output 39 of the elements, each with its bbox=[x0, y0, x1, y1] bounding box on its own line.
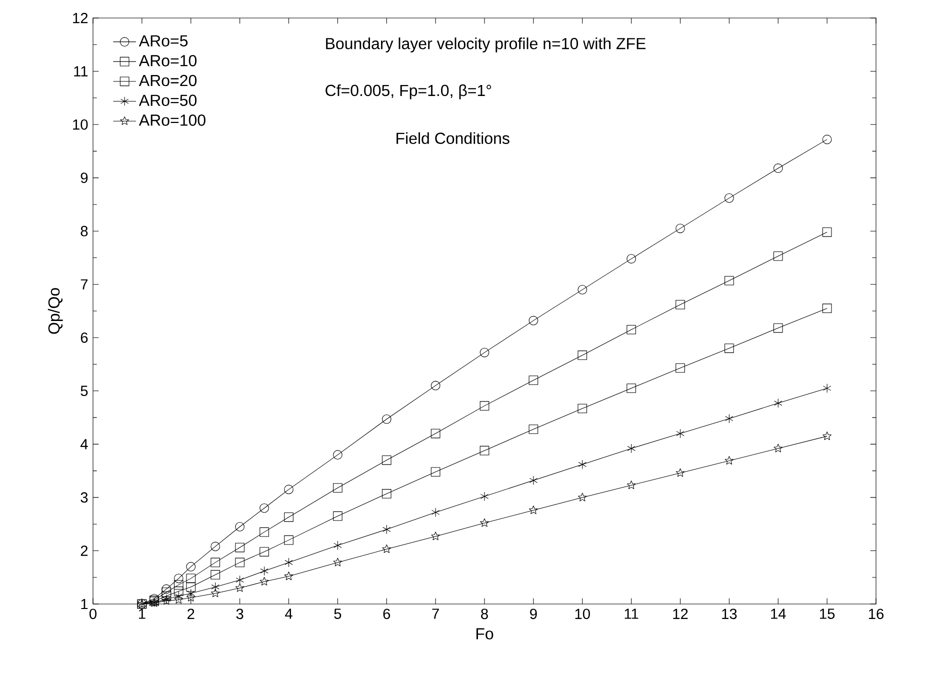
x-tick-label: 9 bbox=[530, 608, 537, 620]
y-tick-label: 11 bbox=[74, 66, 88, 76]
x-tick-label: 1 bbox=[138, 608, 146, 619]
x-tick-label: 13 bbox=[722, 608, 737, 620]
x-tick-label: 15 bbox=[820, 608, 835, 619]
y-tick-label: 2 bbox=[80, 546, 88, 556]
x-tick-label: 16 bbox=[868, 608, 884, 620]
y-tick-label: 12 bbox=[73, 12, 88, 24]
x-tick-label: 7 bbox=[432, 608, 439, 619]
annotation: Boundary layer velocity profile n=10 with ZFE bbox=[326, 38, 646, 52]
x-axis-title: Fo bbox=[476, 628, 494, 640]
x-tick-label: 10 bbox=[575, 608, 590, 620]
y-tick-label: 5 bbox=[80, 386, 88, 396]
x-tick-label: 12 bbox=[673, 608, 688, 619]
annotation: Field Conditions bbox=[396, 132, 510, 144]
x-tick-label: 11 bbox=[624, 608, 638, 619]
x-tick-label: 2 bbox=[188, 608, 194, 619]
y-tick-label: 3 bbox=[80, 492, 88, 503]
x-tick-label: 14 bbox=[771, 608, 786, 619]
y-tick-label: 10 bbox=[73, 119, 88, 130]
legend-label: ARo=10 bbox=[138, 55, 197, 66]
legend-label: ARo=5 bbox=[138, 35, 188, 46]
y-tick-label: 9 bbox=[80, 172, 88, 184]
legend-label: ARo=100 bbox=[138, 114, 206, 126]
legend-label: ARo=20 bbox=[138, 74, 197, 86]
y-tick-label: 7 bbox=[80, 279, 88, 290]
x-tick-label: 4 bbox=[285, 608, 292, 619]
y-axis-title: Qp/Qo bbox=[48, 288, 63, 334]
x-tick-label: 6 bbox=[383, 608, 390, 620]
legend-label: ARo=50 bbox=[138, 94, 197, 106]
x-tick-label: 3 bbox=[236, 608, 244, 620]
x-tick-label: 8 bbox=[481, 608, 488, 620]
annotation: Cf=0.005, Fp=1.0, β=1° bbox=[326, 84, 492, 100]
y-tick-label: 8 bbox=[80, 226, 88, 236]
x-tick-label: 5 bbox=[334, 608, 342, 619]
y-tick-label: 1 bbox=[81, 598, 88, 610]
y-tick-label: 4 bbox=[80, 439, 88, 450]
x-tick-label: 0 bbox=[89, 608, 96, 620]
y-tick-label: 6 bbox=[80, 332, 88, 343]
